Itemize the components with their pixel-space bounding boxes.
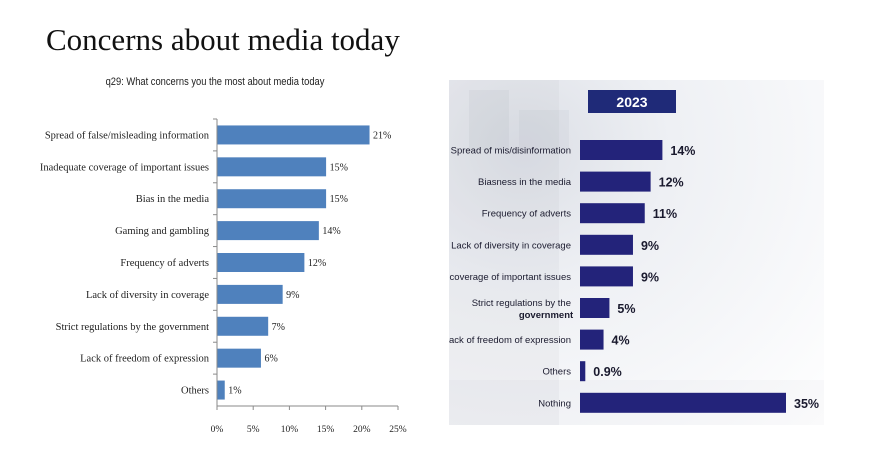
- left-x-tick-label: 15%: [317, 425, 335, 435]
- right-value-label: 35%: [794, 397, 819, 411]
- right-category-label: Biasness in the media: [478, 177, 572, 188]
- left-category-label: Bias in the media: [136, 194, 210, 205]
- right-category-label: Others: [542, 367, 571, 378]
- right-category-label: Strict regulations by the: [472, 298, 571, 309]
- left-value-label: 1%: [228, 386, 241, 397]
- left-value-label: 7%: [272, 322, 285, 333]
- left-value-label: 14%: [322, 226, 340, 237]
- left-bar: [217, 157, 327, 177]
- right-chart-background: [449, 80, 824, 425]
- right-bar: [580, 203, 645, 224]
- left-value-label: 6%: [264, 354, 277, 365]
- right-bar: [580, 361, 586, 382]
- right-value-label: 14%: [670, 144, 695, 158]
- left-bar: [217, 380, 225, 400]
- right-value-label: 9%: [641, 239, 659, 253]
- right-bar: [580, 266, 633, 287]
- right-value-label: 5%: [617, 302, 635, 316]
- right-category-label: Frequency of adverts: [482, 209, 571, 220]
- right-bar: [580, 140, 663, 160]
- right-value-label: 11%: [653, 207, 677, 221]
- right-value-label: 0.9%: [593, 365, 622, 379]
- left-bar: [217, 284, 283, 304]
- left-value-label: 12%: [308, 258, 326, 269]
- left-value-label: 15%: [330, 194, 348, 205]
- left-value-label: 21%: [373, 130, 391, 141]
- right-category-label: Spread of mis/disinformation: [451, 146, 571, 157]
- left-x-tick-label: 25%: [389, 425, 407, 435]
- right-category-label: coverage of important issues: [450, 272, 572, 283]
- right-category-label: Lack of diversity in coverage: [451, 240, 571, 251]
- left-category-label: Lack of diversity in coverage: [86, 290, 209, 301]
- left-category-label: Lack of freedom of expression: [80, 354, 210, 365]
- right-category-label-line2: government: [519, 310, 574, 321]
- left-category-label: Gaming and gambling: [115, 226, 210, 237]
- left-x-tick-label: 5%: [247, 425, 260, 435]
- left-bar: [217, 348, 261, 368]
- right-title-box: [588, 90, 676, 113]
- right-bar: [580, 171, 651, 192]
- left-bar: [217, 125, 370, 145]
- right-value-label: 4%: [612, 334, 630, 348]
- left-x-tick-label: 10%: [281, 425, 299, 435]
- right-bar: [580, 298, 610, 318]
- right-bar: [580, 234, 633, 255]
- left-bar: [217, 221, 319, 241]
- right-bar-chart: 2023 Spread of mis/disinformation 14% Biasn…: [449, 90, 819, 413]
- page-title: Concerns about media today: [46, 22, 400, 57]
- left-bar: [217, 253, 305, 272]
- right-category-label: Nothing: [538, 398, 571, 409]
- left-category-label: Inadequate coverage of important issues: [40, 162, 209, 173]
- left-chart-title: q29: What concerns you the most about me…: [105, 76, 325, 88]
- left-bar: [217, 316, 269, 336]
- right-value-label: 9%: [641, 270, 659, 284]
- right-value-label: 12%: [659, 176, 684, 190]
- left-value-label: 9%: [286, 290, 299, 301]
- right-bar: [580, 392, 786, 413]
- left-bar-chart: Spread of false/misleading information 21…: [40, 118, 407, 435]
- left-x-tick-label: 20%: [353, 425, 371, 435]
- left-category-label: Frequency of adverts: [120, 258, 209, 269]
- left-x-tick-label: 0%: [211, 425, 224, 435]
- right-bar: [580, 329, 604, 350]
- right-chart-title: 2023: [616, 94, 647, 110]
- left-value-label: 15%: [330, 162, 348, 173]
- left-bar: [217, 189, 327, 209]
- left-category-label: Strict regulations by the government: [56, 322, 209, 333]
- left-category-label: Others: [181, 386, 209, 397]
- right-category-label: Lack of freedom of expression: [449, 335, 571, 346]
- left-category-label: Spread of false/misleading information: [45, 130, 210, 141]
